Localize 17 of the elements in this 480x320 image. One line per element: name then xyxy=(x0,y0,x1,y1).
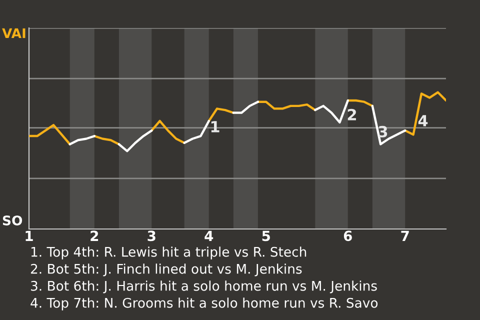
text: VAI xyxy=(2,28,26,38)
text: 3. Bot 6th: J. Harris hit a solo home run vs M. Jenkins xyxy=(31,280,377,294)
x-tick-label: 6 xyxy=(344,230,352,242)
x-tick-label: 3 xyxy=(148,230,156,242)
x-tick-label: 1 xyxy=(26,230,33,241)
text: SO xyxy=(2,215,22,226)
annotation: 1 xyxy=(211,121,220,132)
text: 2. Bot 5th: J. Finch lined out vs M. Jenkins xyxy=(30,264,302,276)
x-tick-label: 4 xyxy=(204,230,214,241)
x-tick-label: 5 xyxy=(262,230,270,242)
text: 1. Top 4th: R. Lewis hit a triple vs R. Stech xyxy=(31,246,306,260)
annotation: 4 xyxy=(418,115,428,126)
x-tick-label: 7 xyxy=(401,230,409,241)
annotation: 3 xyxy=(378,126,388,138)
x-tick-label: 2 xyxy=(90,230,98,241)
annotation: 2 xyxy=(348,108,356,120)
text: 4. Top 7th: N. Grooms hit a solo home run vs R. Savo xyxy=(30,298,378,310)
